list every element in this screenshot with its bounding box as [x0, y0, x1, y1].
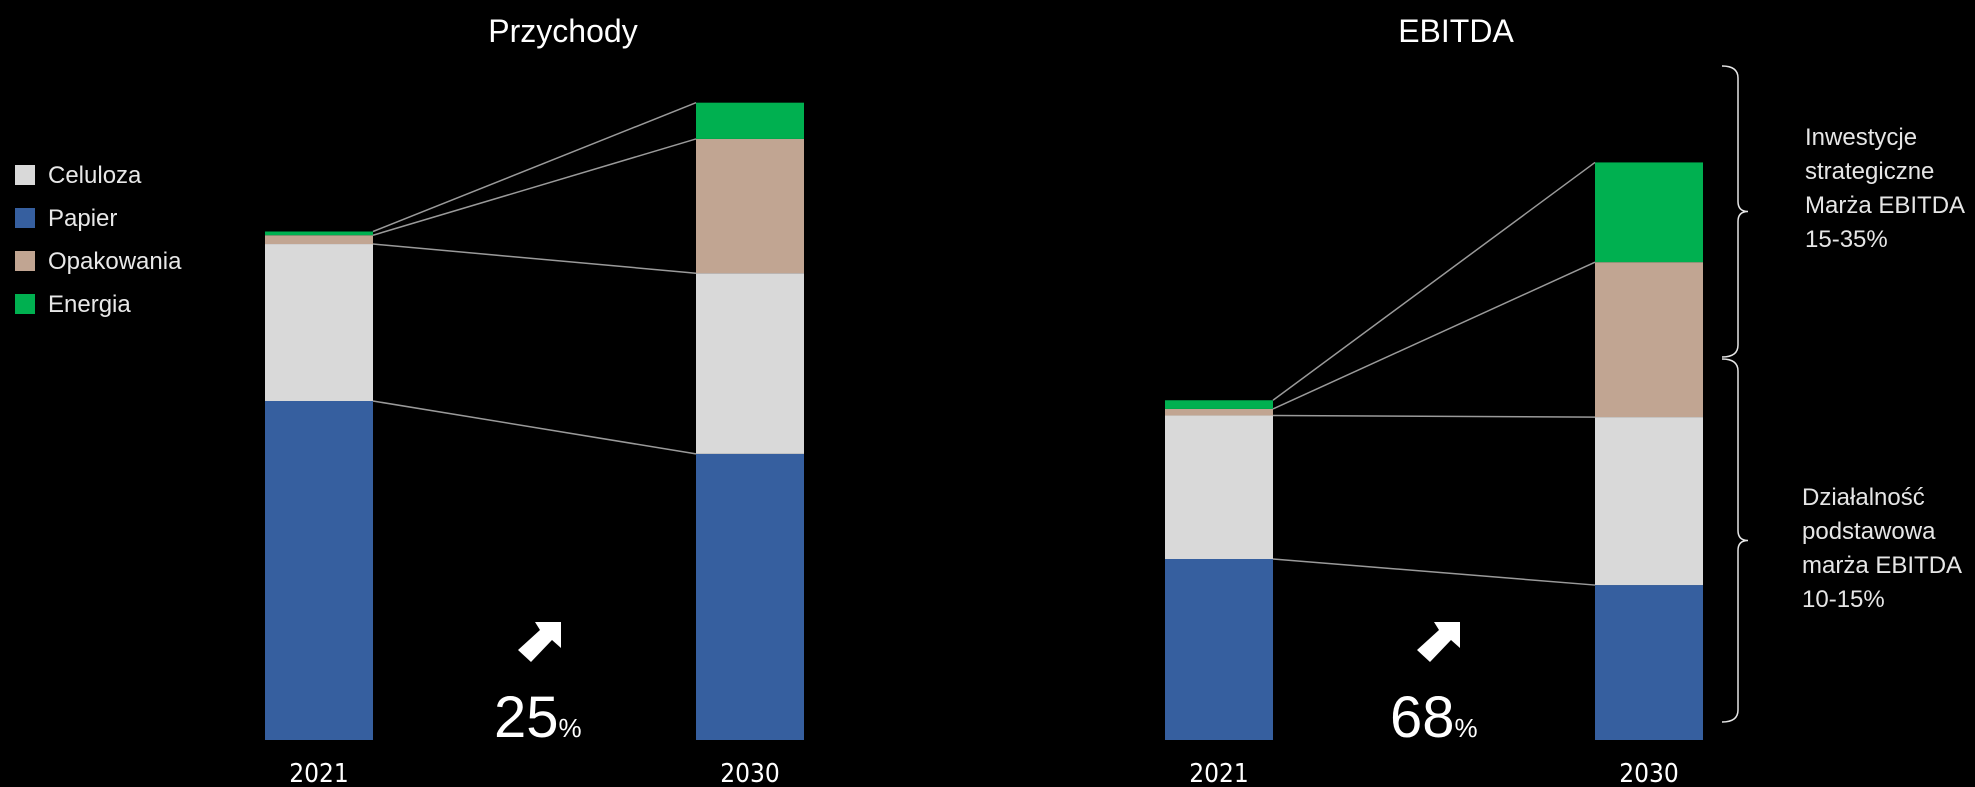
- annotation-line: Działalność: [1802, 484, 1925, 511]
- legend-label-papier: Papier: [48, 205, 117, 232]
- bar-segment-celuloza-2030: [1595, 417, 1703, 586]
- annotation-line: strategiczne: [1805, 158, 1934, 185]
- chart-przychody: Przychody 2021 2030 25%: [265, 13, 804, 787]
- growth-value: 68: [1390, 685, 1455, 750]
- bar-segment-opakowania-2030: [696, 138, 804, 274]
- annotation-line: marża EBITDA: [1802, 552, 1962, 579]
- bar-segment-opakowania-2030: [1595, 262, 1703, 418]
- annotation-line: podstawowa: [1802, 518, 1936, 545]
- annotation-brace: [1721, 358, 1749, 723]
- connector-papier-top: [372, 400, 697, 455]
- bar-segment-energia-2021: [265, 231, 373, 236]
- connector-energia-top: [372, 101, 697, 233]
- bar-segment-papier-2021: [265, 401, 373, 740]
- annotation-line: Inwestycje: [1805, 124, 1917, 151]
- annotation-brace: [1721, 65, 1749, 358]
- growth-value: 25: [494, 685, 559, 750]
- annotation-line: Marża EBITDA: [1805, 192, 1965, 219]
- legend-swatch-papier: [15, 208, 35, 228]
- x-tick-label: 2021: [1189, 759, 1249, 787]
- bar-segment-papier-2030: [696, 453, 804, 740]
- connector-opakowania-top: [372, 138, 697, 236]
- bar-segment-opakowania-2021: [1165, 408, 1273, 416]
- legend: Celuloza Papier Opakowania Energia: [15, 162, 182, 318]
- legend-label-energia: Energia: [48, 291, 131, 318]
- growth-arrow-icon: [1417, 622, 1460, 662]
- chart-title: EBITDA: [1398, 13, 1514, 49]
- legend-swatch-celuloza: [15, 165, 35, 185]
- connector-celuloza-top: [1272, 414, 1596, 418]
- x-tick-label: 2030: [720, 759, 780, 787]
- bar-segment-papier-2021: [1165, 559, 1273, 740]
- connector-opakowania-top: [1272, 261, 1596, 410]
- growth-arrow-icon: [518, 622, 561, 662]
- growth-percent: 68%: [1390, 685, 1478, 750]
- connector-energia-top: [1272, 161, 1596, 401]
- bar-segment-energia-2021: [1165, 400, 1273, 409]
- x-tick-label: 2021: [289, 759, 349, 787]
- bar-segment-energia-2030: [696, 102, 804, 139]
- bar-segment-opakowania-2021: [265, 235, 373, 245]
- chart-title: Przychody: [488, 13, 637, 49]
- connector-papier-top: [1272, 558, 1596, 586]
- legend-swatch-opakowania: [15, 251, 35, 271]
- growth-percent: 25%: [494, 685, 582, 750]
- connector-celuloza-top: [372, 243, 697, 274]
- legend-label-opakowania: Opakowania: [48, 248, 182, 275]
- bar-segment-energia-2030: [1595, 162, 1703, 263]
- legend-label-celuloza: Celuloza: [48, 162, 142, 189]
- growth-unit: %: [559, 713, 582, 743]
- bar-segment-celuloza-2021: [265, 244, 373, 401]
- annotation-line: 10-15%: [1802, 586, 1885, 613]
- annotation-line: 15-35%: [1805, 226, 1888, 253]
- legend-swatch-energia: [15, 294, 35, 314]
- x-tick-label: 2030: [1619, 759, 1679, 787]
- bar-segment-celuloza-2021: [1165, 415, 1273, 559]
- bar-segment-celuloza-2030: [696, 273, 804, 454]
- bar-segment-papier-2030: [1595, 585, 1703, 740]
- growth-unit: %: [1455, 713, 1478, 743]
- chart-ebitda: EBITDA 2021 2030 68% Inwestycje strategiczne M…: [1165, 13, 1965, 787]
